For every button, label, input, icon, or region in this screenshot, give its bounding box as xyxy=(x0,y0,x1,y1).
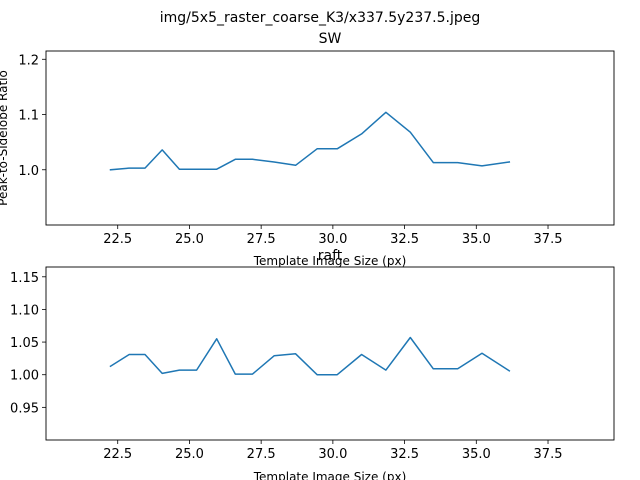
y-tick-label: 1.0 xyxy=(18,164,39,179)
x-tick-label: 37.5 xyxy=(534,232,563,247)
x-tick-label: 25.0 xyxy=(175,232,204,247)
subplot-raft: raft 22.5 25.0 27.5 30.0 32.5 35.0 37.5 0.95 1.0… xyxy=(10,248,615,480)
x-tick-label: 32.5 xyxy=(390,447,419,462)
series-line xyxy=(109,111,511,171)
x-axis-label: Template Image Size (px) xyxy=(253,254,407,268)
y-tick-label: 1.2 xyxy=(18,53,39,68)
y-tick-label: 1.15 xyxy=(10,271,39,286)
x-tick-label: 25.0 xyxy=(175,447,204,462)
y-tick-label: 1.05 xyxy=(10,336,39,351)
plot-frame xyxy=(45,266,615,441)
y-tick-label: 1.10 xyxy=(10,303,39,318)
x-tick-label: 32.5 xyxy=(390,232,419,247)
x-tick-label: 30.0 xyxy=(318,232,347,247)
subplot-title: raft xyxy=(318,248,343,264)
x-axis-label: Template Image Size (px) xyxy=(253,470,407,480)
figure-suptitle: img/5x5_raster_coarse_K3/x337.5y237.5.jp… xyxy=(160,10,480,26)
y-tick-label: 1.1 xyxy=(18,109,39,124)
y-axis-label: Peak-to-Sidelobe Ratio xyxy=(0,70,10,206)
x-tick-label: 22.5 xyxy=(103,232,132,247)
plot-frame xyxy=(45,50,615,226)
x-tick-label: 27.5 xyxy=(247,232,276,247)
y-tick-label: 0.95 xyxy=(10,401,39,416)
series-line xyxy=(109,336,511,376)
x-tick-label: 30.0 xyxy=(318,447,347,462)
x-tick-label: 22.5 xyxy=(103,447,132,462)
subplot-title: SW xyxy=(319,31,342,47)
x-tick-label: 35.0 xyxy=(462,447,491,462)
x-tick-label: 37.5 xyxy=(534,447,563,462)
x-tick-label: 27.5 xyxy=(247,447,276,462)
x-tick-label: 35.0 xyxy=(462,232,491,247)
y-tick-label: 1.00 xyxy=(10,369,39,384)
subplot-sw: SW 22.5 25.0 27.5 30.0 32.5 35.0 37.5 1.0 1.1 1.2… xyxy=(0,31,615,268)
